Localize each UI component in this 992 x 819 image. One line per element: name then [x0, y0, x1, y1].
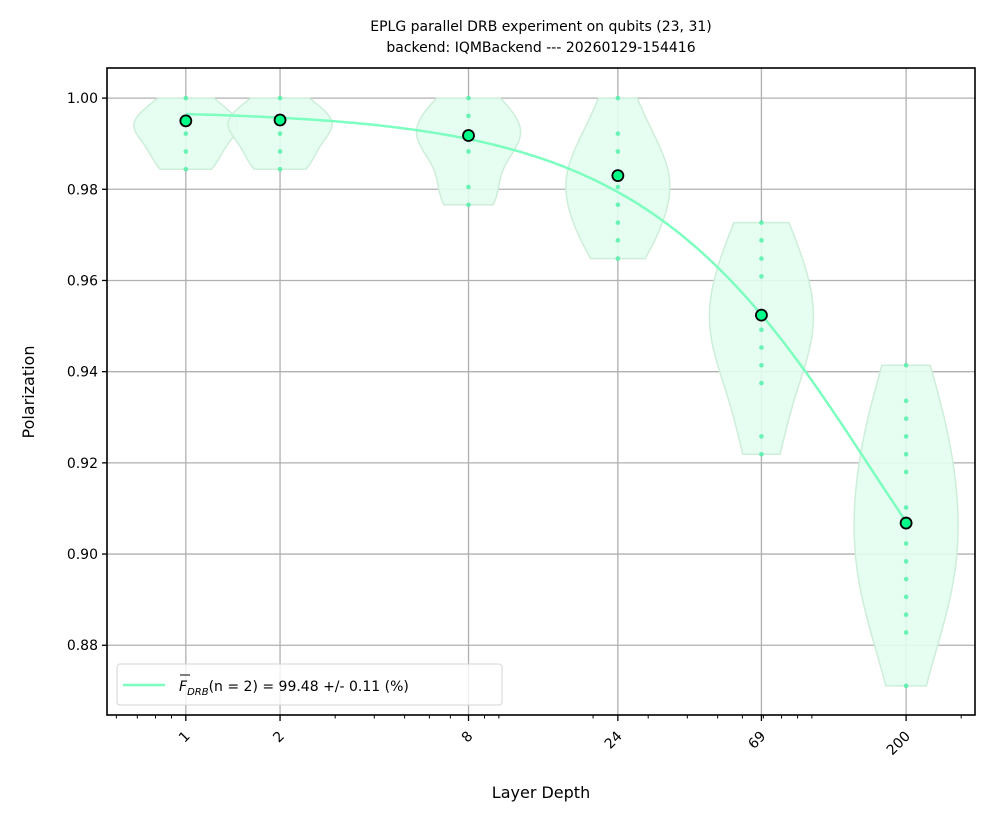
legend-symbol: F	[179, 679, 188, 695]
sample-dot	[615, 202, 621, 208]
violin-depth-69	[708, 221, 815, 455]
grid	[107, 68, 975, 715]
y-axis: 0.88 0.90 0.92 0.94 0.96 0.98 1.00	[67, 91, 107, 654]
sample-dot	[466, 95, 471, 101]
x-tick-label: 8	[459, 729, 477, 747]
y-tick-label: 0.98	[67, 182, 98, 198]
legend: FDRB(n = 2) = 99.48 +/- 0.11 (%)	[116, 663, 503, 706]
y-axis-label: Polarization	[19, 346, 38, 439]
legend-label: FDRB(n = 2) = 99.48 +/- 0.11 (%)	[179, 679, 409, 698]
sample-dot	[759, 327, 764, 333]
y-tick-label: 1.00	[67, 91, 98, 107]
sample-dot	[183, 131, 189, 136]
x-axis-label: Layer Depth	[492, 783, 590, 802]
legend-rest: (n = 2) = 99.48 +/- 0.11 (%)	[209, 679, 409, 695]
sample-dot	[759, 256, 764, 261]
sample-dot	[903, 398, 909, 404]
sample-dot	[615, 131, 621, 136]
mean-marker-depth-8	[462, 129, 475, 142]
mean-marker-depth-200	[899, 516, 913, 530]
mean-marker-depth-69	[755, 308, 768, 322]
sample-dot	[903, 683, 909, 689]
sample-dot	[759, 220, 764, 225]
sample-dot	[615, 238, 621, 243]
sample-dot	[903, 612, 909, 617]
y-tick-label: 0.92	[67, 456, 98, 472]
sample-dot	[759, 362, 764, 368]
x-tick-label: 200	[884, 729, 914, 759]
y-tick-label: 0.90	[67, 547, 98, 563]
sample-dot	[615, 220, 621, 225]
sample-dot	[277, 95, 283, 101]
x-tick-label: 24	[602, 728, 626, 752]
fit-curve	[185, 112, 908, 523]
sample-dot	[759, 274, 764, 279]
sample-dot	[759, 345, 764, 350]
x-tick-label: 69	[745, 729, 769, 753]
fit-curve-group	[185, 112, 908, 523]
sample-dot	[277, 149, 283, 154]
sample-dot	[466, 149, 471, 154]
sample-dot	[615, 256, 621, 261]
sample-dot	[277, 166, 283, 172]
sample-dot	[903, 469, 909, 475]
x-tick-label: 2	[270, 729, 288, 747]
mean-marker-depth-2	[273, 113, 287, 127]
mean-markers	[179, 113, 913, 530]
sample-dot	[615, 149, 621, 154]
sample-dot	[183, 95, 189, 101]
sample-dot	[903, 505, 909, 510]
chart-title-line2: backend: IQMBackend --- 20260129-154416	[386, 40, 695, 56]
y-tick-label: 0.88	[67, 638, 98, 654]
sample-dot	[466, 113, 471, 119]
sample-dot	[277, 131, 283, 136]
legend-subscript: DRB	[187, 687, 209, 698]
sample-dot	[183, 166, 189, 172]
violins	[133, 95, 959, 689]
sample-dot	[903, 559, 909, 564]
chart-title-line1: EPLG parallel DRB experiment on qubits (…	[370, 19, 711, 35]
mean-marker-depth-24	[611, 169, 625, 183]
x-axis: 1 2 8 24 69 200	[115, 715, 962, 759]
y-tick-label: 0.94	[67, 365, 98, 381]
sample-dot	[903, 594, 909, 600]
plot-frame	[106, 67, 976, 716]
sample-dot	[903, 451, 909, 457]
y-tick-label: 0.96	[67, 273, 98, 289]
legend-box	[116, 663, 503, 706]
mean-marker-depth-1	[179, 114, 193, 128]
sample-dot	[903, 362, 909, 368]
sample-dot	[903, 434, 909, 439]
sample-dot	[903, 630, 909, 635]
sample-dot	[466, 184, 471, 190]
sample-dot	[903, 541, 909, 546]
sample-dot	[759, 238, 764, 243]
x-tick-label: 1	[176, 729, 194, 747]
sample-dot	[615, 95, 621, 101]
sample-dot	[903, 576, 909, 582]
sample-dot	[615, 184, 621, 190]
sample-dot	[759, 434, 764, 439]
sample-dot	[903, 416, 909, 421]
sample-dot	[466, 202, 471, 208]
sample-dot	[759, 451, 764, 457]
sample-dot	[183, 149, 189, 154]
sample-dot	[759, 380, 764, 386]
